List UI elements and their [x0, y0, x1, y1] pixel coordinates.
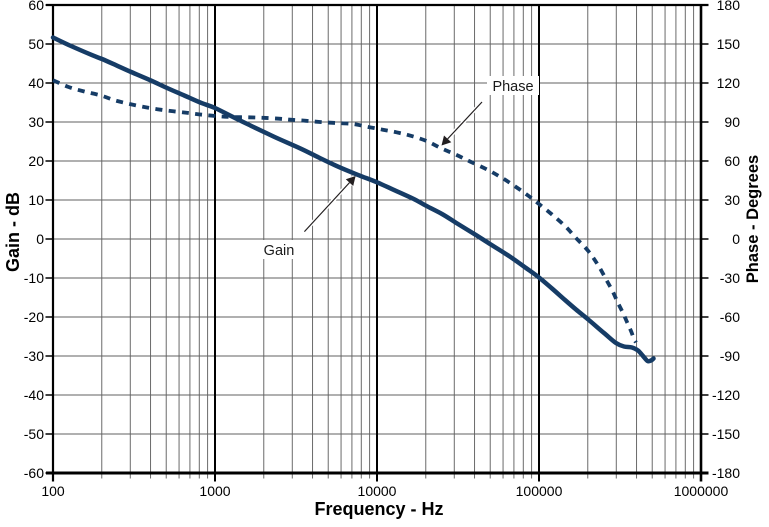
svg-text:20: 20 — [28, 153, 44, 169]
svg-text:100000: 100000 — [516, 483, 563, 499]
svg-text:Phase - Degrees: Phase - Degrees — [744, 155, 762, 283]
svg-text:-10: -10 — [24, 270, 44, 286]
svg-text:60: 60 — [724, 153, 740, 169]
svg-text:-150: -150 — [712, 426, 740, 442]
svg-text:Phase: Phase — [492, 79, 533, 95]
svg-text:1000000: 1000000 — [674, 483, 729, 499]
svg-text:-120: -120 — [712, 387, 740, 403]
svg-text:-60: -60 — [24, 465, 44, 481]
svg-text:0: 0 — [36, 231, 44, 247]
svg-text:10: 10 — [28, 192, 44, 208]
svg-text:30: 30 — [28, 114, 44, 130]
svg-text:60: 60 — [28, 0, 44, 13]
svg-text:90: 90 — [724, 114, 740, 130]
svg-text:100: 100 — [41, 483, 65, 499]
svg-text:-30: -30 — [720, 270, 740, 286]
svg-text:Gain: Gain — [264, 243, 295, 259]
svg-text:120: 120 — [717, 75, 741, 91]
svg-text:150: 150 — [717, 36, 741, 52]
svg-text:-90: -90 — [720, 348, 740, 364]
svg-text:Frequency - Hz: Frequency - Hz — [314, 499, 443, 519]
svg-text:50: 50 — [28, 36, 44, 52]
svg-text:-180: -180 — [712, 465, 740, 481]
svg-text:180: 180 — [717, 0, 741, 13]
svg-text:-50: -50 — [24, 426, 44, 442]
svg-text:1000: 1000 — [199, 483, 230, 499]
svg-text:-60: -60 — [720, 309, 740, 325]
svg-text:-20: -20 — [24, 309, 44, 325]
svg-text:-30: -30 — [24, 348, 44, 364]
svg-text:Gain - dB: Gain - dB — [3, 192, 23, 272]
svg-text:-40: -40 — [24, 387, 44, 403]
svg-text:0: 0 — [732, 231, 740, 247]
svg-text:30: 30 — [724, 192, 740, 208]
svg-text:10000: 10000 — [358, 483, 397, 499]
svg-text:40: 40 — [28, 75, 44, 91]
